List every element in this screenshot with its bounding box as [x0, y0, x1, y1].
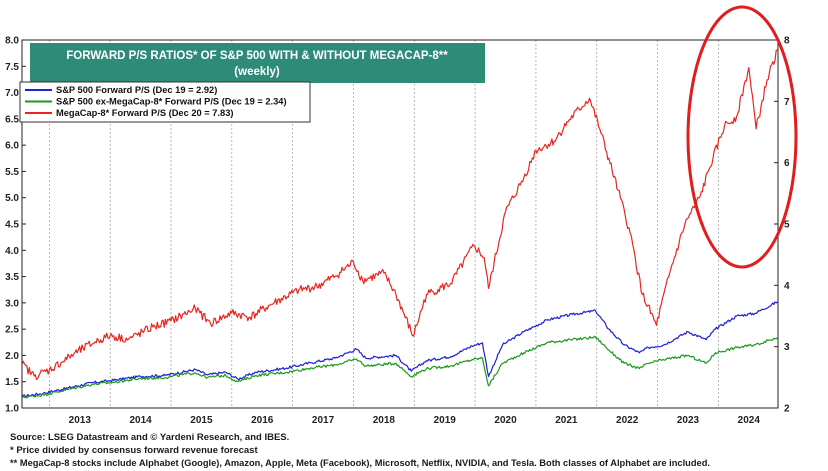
series-line-1	[21, 335, 778, 399]
x-tick-label: 2022	[616, 415, 639, 426]
left-tick-label: 7.5	[5, 62, 19, 73]
legend-label: MegaCap-8* Forward P/S (Dec 20 = 7.83)	[56, 108, 233, 118]
chart-title: FORWARD P/S RATIOS* OF S&P 500 WITH & WI…	[66, 50, 448, 62]
x-tick-label: 2020	[494, 415, 517, 426]
series-line-2	[21, 49, 778, 380]
left-tick-label: 8.0	[5, 36, 19, 47]
title-box: FORWARD P/S RATIOS* OF S&P 500 WITH & WI…	[30, 43, 485, 83]
right-tick-label: 8	[784, 36, 790, 47]
left-tick-label: 2.0	[5, 351, 19, 362]
x-tick-label: 2024	[738, 415, 761, 426]
right-tick-label: 7	[784, 97, 790, 108]
x-tick-label: 2023	[677, 415, 700, 426]
right-y-axis: 2 3 4 5 6 7 8	[774, 36, 790, 415]
source-note: Source: LSEG Datastream and © Yardeni Re…	[10, 432, 290, 443]
x-tick-label: 2018	[373, 415, 396, 426]
highlight-ellipse	[686, 5, 798, 269]
left-tick-label: 7.0	[5, 88, 19, 99]
left-tick-label: 2.5	[5, 325, 19, 336]
legend-label: S&P 500 ex-MegaCap-8* Forward P/S (Dec 1…	[56, 97, 287, 107]
legend: S&P 500 Forward P/S (Dec 19 = 2.92) S&P 5…	[19, 81, 311, 123]
chart: 1.0 1.5 2.0 2.5 3.0 3.5 4.0 4.5 5.0 5.5 6.0 6.5 7.0 7…	[5, 5, 798, 426]
left-tick-label: 6.0	[5, 141, 19, 152]
left-tick-label: 4.5	[5, 220, 19, 231]
x-tick-label: 2021	[555, 415, 578, 426]
x-tick-label: 2015	[190, 415, 213, 426]
right-tick-label: 4	[784, 281, 790, 292]
series-layer	[21, 49, 778, 399]
left-tick-label: 5.5	[5, 167, 19, 178]
right-tick-label: 6	[784, 158, 790, 169]
left-tick-label: 4.0	[5, 246, 19, 257]
left-tick-label: 3.5	[5, 272, 19, 283]
x-tick-label: 2019	[434, 415, 457, 426]
right-tick-label: 5	[784, 220, 790, 231]
right-tick-label: 2	[784, 404, 790, 415]
series-line-0	[21, 301, 778, 398]
chart-subtitle: (weekly)	[234, 66, 280, 78]
left-tick-label: 5.0	[5, 193, 19, 204]
left-tick-label: 6.5	[5, 114, 19, 125]
legend-label: S&P 500 Forward P/S (Dec 19 = 2.92)	[56, 85, 217, 95]
footnote-2: ** MegaCap-8 stocks include Alphabet (Go…	[10, 458, 710, 468]
footnote-1: * Price divided by consensus forward rev…	[10, 445, 258, 456]
left-tick-label: 1.5	[5, 377, 19, 388]
left-tick-label: 1.0	[5, 404, 19, 415]
left-tick-label: 3.0	[5, 298, 19, 309]
x-tick-label: 2013	[69, 415, 92, 426]
x-tick-label: 2016	[251, 415, 274, 426]
x-tick-label: 2017	[312, 415, 335, 426]
x-tick-label: 2014	[129, 415, 152, 426]
right-tick-label: 3	[784, 342, 790, 353]
x-axis: 2013 2014 2015 2016 2017 2018 2019 2020 2021 2022…	[69, 415, 761, 426]
left-y-axis: 1.0 1.5 2.0 2.5 3.0 3.5 4.0 4.5 5.0 5.5 6.0 6.5 7.0 7…	[5, 36, 26, 415]
